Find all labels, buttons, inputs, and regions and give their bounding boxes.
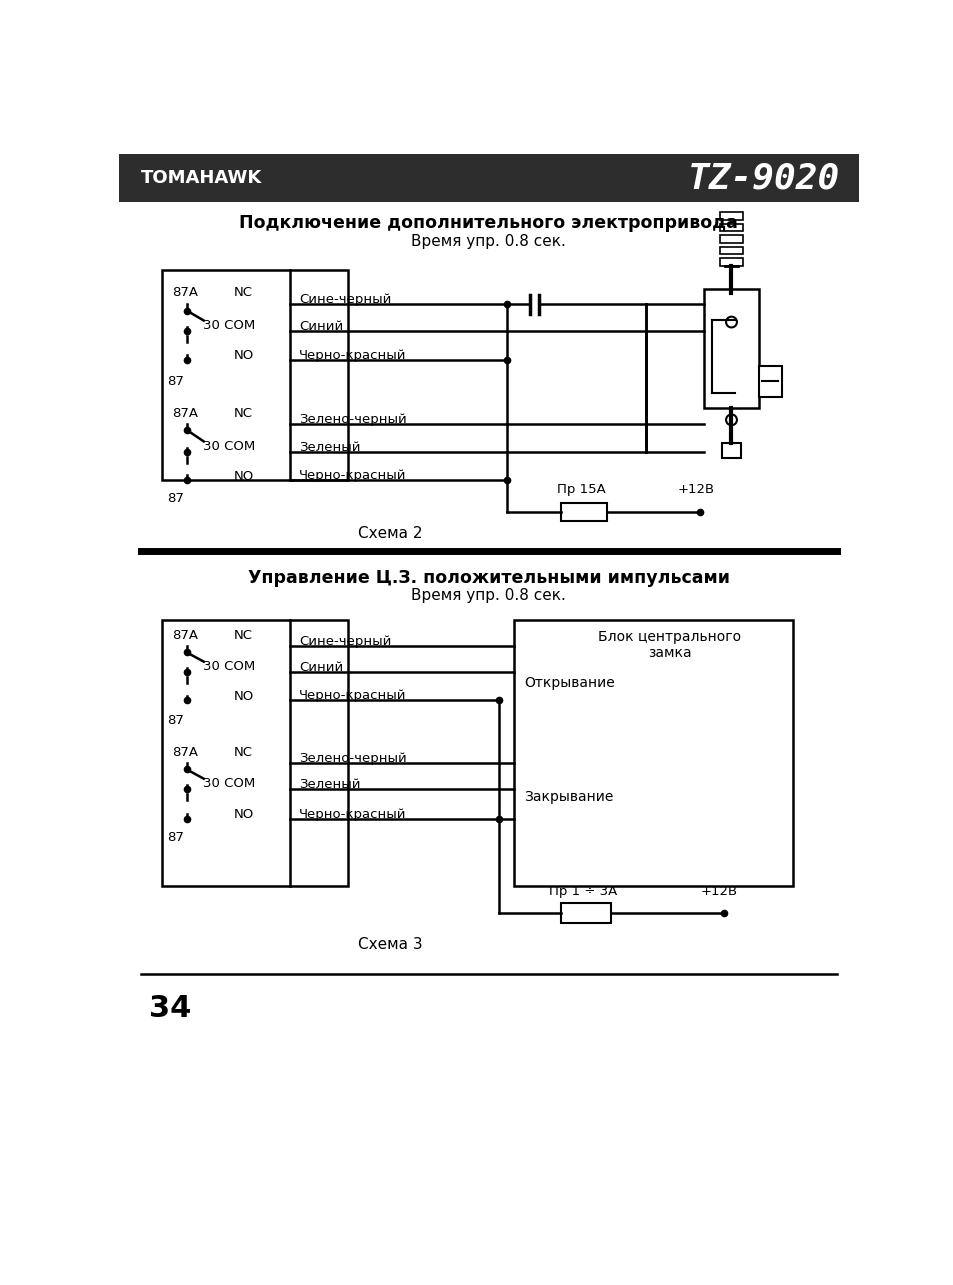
Circle shape [725, 415, 736, 425]
Bar [162, 270, 348, 479]
Text: 87A: 87A [172, 407, 197, 420]
Text: Черно-красный: Черно-красный [298, 348, 406, 361]
Bar [720, 235, 742, 243]
Text: Открывание: Открывание [523, 676, 614, 690]
Text: TOMAHAWK: TOMAHAWK [141, 170, 262, 188]
Text: Черно-красный: Черно-красный [298, 689, 406, 702]
Bar [720, 247, 742, 254]
Text: Зеленый: Зеленый [298, 441, 360, 454]
Text: 87: 87 [167, 831, 184, 844]
Text: Подключение дополнительного электропривода: Подключение дополнительного электроприво… [239, 215, 738, 233]
Text: Пр 15А: Пр 15А [557, 483, 605, 496]
Text: Синий: Синий [298, 320, 343, 333]
Text: Закрывание: Закрывание [523, 790, 613, 804]
Text: 30 COM: 30 COM [203, 439, 255, 452]
Circle shape [724, 290, 737, 303]
Text: NO: NO [233, 350, 253, 362]
Bar [758, 366, 781, 397]
Text: Время упр. 0.8 сек.: Время упр. 0.8 сек. [411, 589, 566, 603]
Text: 30 COM: 30 COM [203, 659, 255, 673]
Text: Управление Ц.З. положительными импульсами: Управление Ц.З. положительными импульсам… [248, 569, 729, 587]
Circle shape [726, 306, 736, 315]
Text: +12В: +12В [677, 483, 714, 496]
Text: Пр 1 ÷ 3А: Пр 1 ÷ 3А [549, 884, 617, 898]
Text: 87: 87 [167, 375, 184, 388]
Text: NO: NO [233, 808, 253, 821]
Text: 30 COM: 30 COM [203, 777, 255, 790]
Text: Блок центрального
замка: Блок центрального замка [598, 630, 740, 659]
Text: Сине-черный: Сине-черный [298, 635, 391, 648]
Text: NC: NC [233, 407, 253, 420]
Bar [721, 443, 740, 459]
Text: Зелено-черный: Зелено-черный [298, 412, 406, 425]
Text: Синий: Синий [298, 662, 343, 675]
Bar [162, 621, 348, 885]
Text: 87: 87 [167, 492, 184, 505]
Bar [703, 289, 758, 409]
Text: +12В: +12В [700, 884, 737, 898]
Text: NO: NO [233, 469, 253, 483]
Bar [560, 902, 611, 923]
Bar [119, 154, 858, 202]
Text: Зелено-черный: Зелено-черный [298, 752, 406, 765]
Text: 30 COM: 30 COM [203, 319, 255, 332]
Bar [720, 258, 742, 266]
Bar [560, 502, 607, 522]
Text: Схема 3: Схема 3 [357, 938, 422, 952]
Text: Зеленый: Зеленый [298, 779, 360, 792]
Text: 87A: 87A [172, 747, 197, 759]
Text: 87A: 87A [172, 628, 197, 642]
Text: Схема 2: Схема 2 [358, 526, 422, 541]
Circle shape [725, 316, 736, 328]
Text: 87A: 87A [172, 287, 197, 299]
Text: Черно-красный: Черно-красный [298, 807, 406, 821]
Text: NC: NC [233, 628, 253, 642]
Text: Время упр. 0.8 сек.: Время упр. 0.8 сек. [411, 234, 566, 249]
Text: NO: NO [233, 690, 253, 703]
Bar [720, 212, 742, 220]
Text: NC: NC [233, 747, 253, 759]
Bar [720, 224, 742, 231]
Text: 87: 87 [167, 713, 184, 726]
Text: TZ-9020: TZ-9020 [687, 161, 840, 195]
Text: 34: 34 [149, 995, 191, 1023]
Text: NC: NC [233, 287, 253, 299]
Text: Сине-черный: Сине-черный [298, 293, 391, 306]
Bar [514, 621, 793, 885]
Text: Черно-красный: Черно-красный [298, 469, 406, 482]
